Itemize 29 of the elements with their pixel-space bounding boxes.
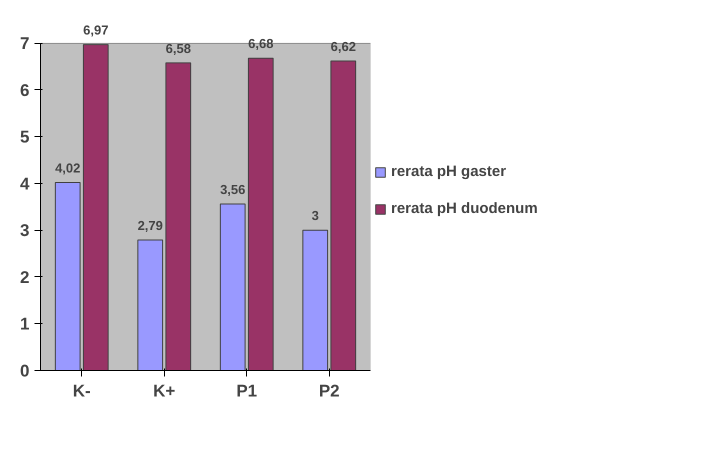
- bar: [330, 60, 356, 370]
- bar: [165, 62, 192, 370]
- bar: [54, 182, 81, 370]
- bar: [302, 230, 328, 370]
- x-tick-label: P1: [236, 382, 258, 400]
- data-label: 2,79: [138, 218, 163, 234]
- legend-label: rerata pH duodenum: [391, 200, 538, 217]
- data-label: 4,02: [55, 160, 80, 176]
- bar: [248, 58, 274, 370]
- data-label: 6,62: [330, 38, 356, 54]
- data-label: 3,56: [220, 182, 246, 198]
- bar: [137, 240, 164, 370]
- bar: [220, 204, 246, 370]
- data-label: 6,58: [166, 40, 191, 56]
- data-label: 6,97: [83, 22, 108, 38]
- legend-label: rerata pH gaster: [391, 163, 506, 180]
- bar: [82, 44, 109, 370]
- y-tick-label: 1: [20, 314, 30, 334]
- y-tick-label: 0: [20, 362, 30, 380]
- x-tick-label: K-: [72, 382, 91, 400]
- data-label: 3: [312, 208, 319, 224]
- y-tick-label: 5: [20, 128, 30, 147]
- y-tick-label: 3: [20, 221, 30, 240]
- y-tick-label: 6: [20, 80, 30, 100]
- x-tick-label: K+: [153, 382, 176, 400]
- y-tick-label: 4: [20, 174, 30, 194]
- y-tick-label: 7: [20, 34, 30, 54]
- y-tick-label: 2: [20, 268, 30, 287]
- x-tick-label: P2: [318, 382, 340, 400]
